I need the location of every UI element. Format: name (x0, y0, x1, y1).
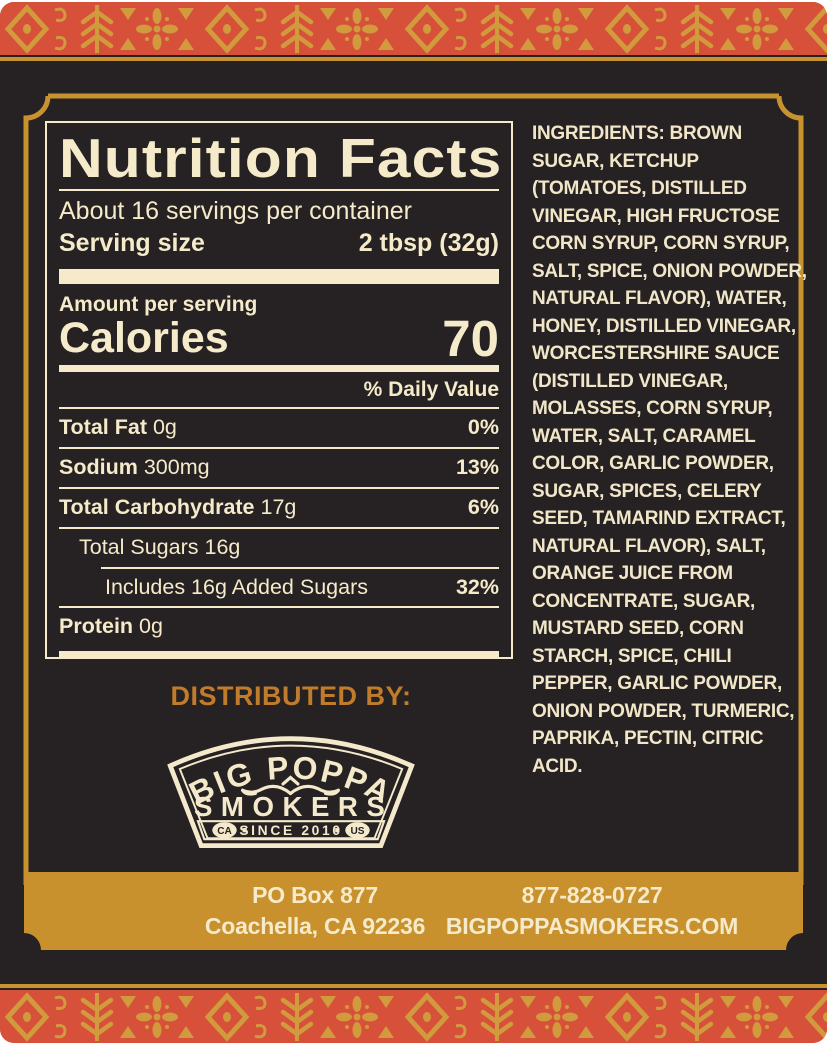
gold-divider-bottom (0, 984, 827, 988)
tribal-border-bottom (0, 990, 827, 1043)
band-separator-right (335, 828, 340, 833)
distributed-by-label: DISTRIBUTED BY: (170, 681, 412, 711)
badge-right-oval (345, 822, 370, 839)
nutrient-daily-value: 6% (467, 494, 499, 519)
nutrient-rule (59, 447, 499, 450)
nutrient-name: Total Fat 0g (59, 415, 177, 440)
website-url: BIGPOPPASMOKERS.COM (445, 913, 739, 939)
calories-row: Calories 70 (59, 310, 499, 373)
footer-contact-bar: PO Box 877 Coachella, CA 92236 877-828-0… (24, 872, 803, 950)
serving-size-label: Serving size (59, 228, 205, 257)
phone-number: 877-828-0727 (521, 882, 663, 908)
mustache-icon (241, 775, 340, 796)
servings-per-container: About 16 servings per container (59, 197, 412, 226)
calories-value: 70 (442, 310, 499, 368)
nutrient-rows: Total Fat 0g 0% Sodium 300mg 13% Total Carbo… (59, 409, 499, 646)
nutrient-rule (59, 486, 499, 489)
logo-band-outline (196, 820, 386, 841)
nutrient-row: Total Sugars 16g (59, 529, 499, 567)
nutrient-name: Includes 16g Added Sugars (105, 574, 368, 599)
nutrient-name: Sodium 300mg (59, 455, 210, 480)
footer-address: PO Box 877 Coachella, CA 92236 (155, 880, 475, 942)
ingredients-text: INGREDIENTS: BROWN SUGAR, KETCHUP (TOMAT… (532, 123, 807, 777)
nutrient-row: Includes 16g Added Sugars 32% (59, 569, 499, 607)
nutrient-row: Total Fat 0g 0% (59, 409, 499, 447)
tribal-pattern-bottom-svg (0, 990, 827, 1043)
nutrient-row: Sodium 300mg 13% (59, 449, 499, 487)
nutrition-title: Nutrition Facts (59, 127, 503, 189)
serving-size-row: Serving size 2 tbsp (32g) (59, 228, 499, 264)
nutrient-name: Total Carbohydrate 17g (59, 494, 297, 519)
calories-label: Calories (59, 314, 229, 363)
address-line2: Coachella, CA 92236 (204, 913, 426, 939)
nutrient-rule (59, 526, 499, 529)
nutrient-row: Protein 0g (59, 608, 499, 646)
nutrition-facts-panel: Nutrition Facts About 16 servings per co… (45, 121, 513, 659)
footer-contact: 877-828-0727 BIGPOPPASMOKERS.COM (432, 880, 752, 942)
nutrient-daily-value: 0% (467, 415, 499, 440)
band-separator-left (242, 828, 247, 833)
bar-corner-notch-left (7, 933, 41, 967)
logo-name-bottom: SMOKERS (194, 791, 393, 822)
tribal-pattern-top-svg (0, 2, 827, 55)
nutrient-name: Protein 0g (59, 614, 163, 639)
logo-inner-outline (178, 744, 404, 840)
badge-left-oval (212, 822, 237, 839)
title-rule (59, 189, 499, 192)
nutrient-daily-value: 32% (455, 574, 499, 599)
logo-badge-left: CA (217, 826, 232, 837)
thick-bar-bottom (59, 651, 499, 657)
nutrient-name: Total Sugars 16g (79, 534, 241, 559)
logo-since: SINCE 2010 (239, 822, 342, 838)
nutrient-row: Total Carbohydrate 17g 6% (59, 489, 499, 527)
logo-badge-right: US (350, 826, 364, 837)
nutrient-rule (59, 606, 499, 609)
nutrient-daily-value: 13% (455, 455, 499, 480)
gold-divider-top (0, 57, 827, 61)
big-poppa-smokers-logo: BIG POPPA SMOKERS CA SINCE 2010 US (167, 736, 415, 848)
bar-corner-notch-right (786, 933, 820, 967)
tribal-border-top (0, 2, 827, 55)
serving-size-value: 2 tbsp (32g) (358, 228, 499, 257)
thick-bar (59, 268, 499, 284)
amount-per-serving-label: Amount per serving (59, 292, 258, 316)
brand-logo: BIG POPPA SMOKERS CA SINCE 2010 US (45, 719, 537, 852)
logo-outer-outline (167, 736, 415, 848)
address-line1: PO Box 877 (252, 882, 378, 908)
nutrient-rule (101, 566, 499, 569)
daily-value-header: % Daily Value (59, 372, 499, 410)
